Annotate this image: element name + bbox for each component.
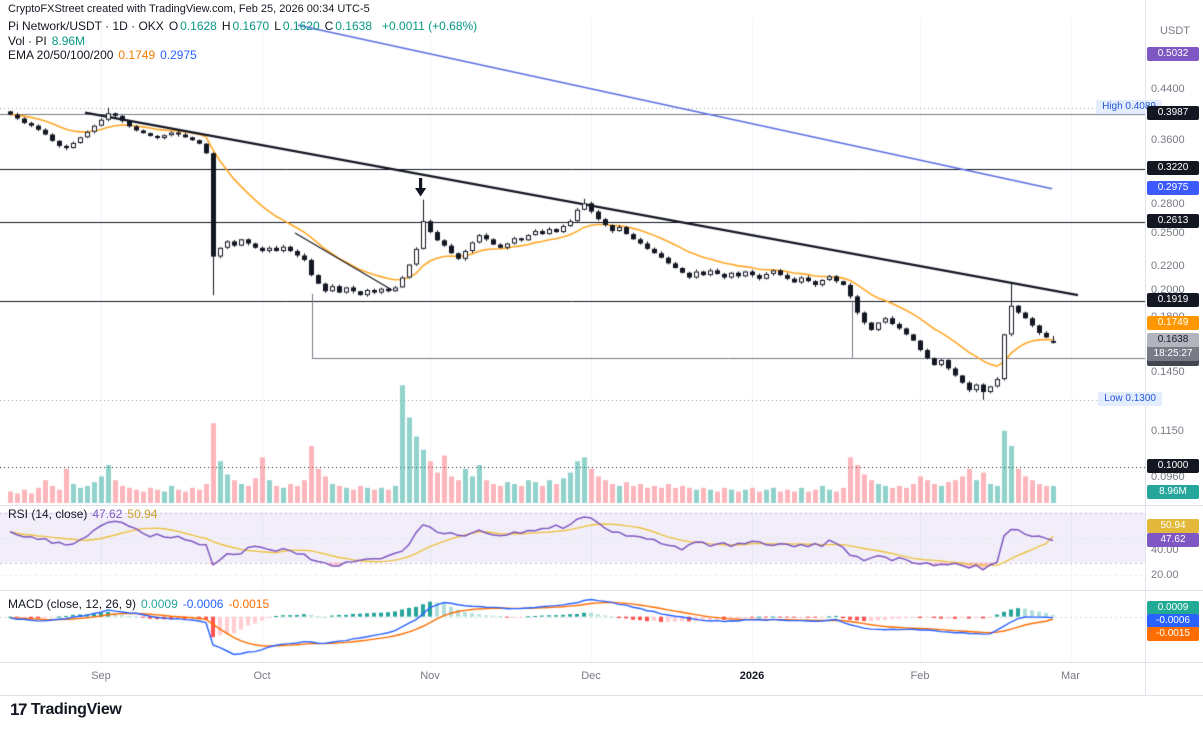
price-badge: 50.94 — [1147, 519, 1199, 533]
ema-legend-row: EMA 20/50/100/200 0.1749 0.2975 — [8, 48, 482, 63]
down-arrow-annotation[interactable] — [414, 177, 427, 202]
pane-separator-rsi[interactable] — [0, 505, 1203, 506]
high-price-badge: High 0.4089 — [1096, 99, 1162, 114]
ohlc-value: 0.1628 — [180, 19, 217, 33]
price-tick: 20.00 — [1151, 569, 1179, 581]
time-label-2026: 2026 — [739, 670, 765, 682]
volume-value: 8.96M — [51, 33, 86, 48]
time-label-mar: Mar — [1061, 670, 1080, 682]
price-tick: 0.2200 — [1151, 259, 1185, 272]
price-legend: Pi Network/USDT · 1D · OKX O 0.1628 H 0.1670… — [8, 19, 482, 63]
macd-value: -0.0015 — [228, 597, 270, 611]
price-badge: 0.1919 — [1147, 292, 1199, 307]
axis-currency-label: USDT — [1160, 25, 1190, 37]
price-tick: 0.0960 — [1151, 471, 1185, 484]
price-badge: -0.0006 — [1147, 614, 1199, 628]
last-price-badge: 0.1638 18:25:27 — [1147, 332, 1199, 361]
macd-legend: MACD (close, 12, 26, 9) 0.0009 -0.0006 -0.0… — [8, 597, 279, 612]
ohlc-label: O — [168, 19, 179, 33]
macd-value: 0.0009 — [141, 597, 178, 611]
time-label-oct: Oct — [253, 670, 271, 682]
ohlc-label: L — [274, 19, 281, 33]
price-badge: 0.2975 — [1147, 180, 1199, 195]
volume-legend-row: Vol · PI 8.96M — [8, 34, 482, 49]
ohlc-values: O 0.1628 H 0.1670 L 0.1620 C 0.1638 — [169, 19, 377, 33]
price-axis-separator — [1145, 0, 1146, 695]
ohlc-value: 0.1670 — [232, 19, 270, 33]
time-axis-separator — [0, 662, 1203, 663]
ohlc-label: H — [221, 19, 231, 33]
volume-legend-label[interactable]: Vol · PI — [8, 33, 47, 48]
price-badge: 0.1749 — [1147, 316, 1199, 331]
macd-legend-label[interactable]: MACD (close, 12, 26, 9) — [8, 597, 137, 611]
credit-text: CryptoFXStreet created with TradingView.… — [8, 3, 370, 15]
footer-separator — [0, 695, 1203, 696]
price-tick: 0.3600 — [1151, 134, 1185, 147]
ema-value: 0.2975 — [160, 48, 197, 62]
price-badge: 0.2613 — [1147, 213, 1199, 228]
price-badge: -0.0015 — [1147, 627, 1199, 641]
rsi-value: 47.62 — [92, 507, 123, 521]
time-label-feb: Feb — [910, 670, 930, 682]
last-price-value: 0.1638 — [1147, 332, 1199, 347]
ema-value: 0.1749 — [118, 48, 156, 62]
chart-canvas[interactable] — [0, 0, 1145, 695]
ema-legend-label[interactable]: EMA 20/50/100/200 — [8, 48, 114, 62]
price-tick: 0.1450 — [1151, 365, 1185, 378]
price-tick: 40.00 — [1151, 544, 1179, 556]
price-tick: 0.2500 — [1151, 227, 1185, 240]
down-arrow-icon — [414, 177, 426, 197]
macd-values: 0.0009 -0.0006 -0.0015 — [141, 597, 274, 611]
rsi-legend-label[interactable]: RSI (14, close) — [8, 507, 88, 521]
price-badge: 0.1000 — [1147, 458, 1199, 473]
pane-separator-macd[interactable] — [0, 590, 1203, 591]
rsi-values: 47.62 50.94 — [92, 507, 162, 521]
bar-countdown: 18:25:27 — [1147, 346, 1199, 361]
price-badge: 0.5032 — [1147, 46, 1199, 61]
rsi-legend: RSI (14, close) 47.62 50.94 — [8, 507, 167, 522]
price-badge: 47.62 — [1147, 533, 1199, 547]
time-label-sep: Sep — [91, 670, 111, 682]
footer: 17 TradingView — [10, 700, 122, 720]
time-label-nov: Nov — [420, 670, 440, 682]
time-label-dec: Dec — [581, 670, 601, 682]
price-badge: 0.3987 — [1147, 106, 1199, 121]
macd-legend-row: MACD (close, 12, 26, 9) 0.0009 -0.0006 -0.0… — [8, 597, 279, 612]
price-tick: 0.4400 — [1151, 83, 1185, 95]
ohlc-value: 0.1638 — [335, 19, 372, 33]
tradingview-logo-icon[interactable]: 17 — [10, 700, 27, 719]
price-badge: 8.96M — [1147, 485, 1199, 499]
price-tick: 0.2800 — [1151, 198, 1185, 211]
symbol-row: Pi Network/USDT · 1D · OKX O 0.1628 H 0.1670… — [8, 19, 482, 34]
macd-value: -0.0006 — [182, 597, 224, 611]
rsi-legend-row: RSI (14, close) 47.62 50.94 — [8, 507, 167, 522]
ema-values: 0.1749 0.2975 — [118, 48, 201, 62]
low-price-badge: Low 0.1300 — [1098, 391, 1162, 406]
price-tick: 0.1150 — [1151, 425, 1184, 438]
ohlc-label: C — [324, 19, 334, 33]
tradingview-wordmark[interactable]: TradingView — [30, 701, 122, 718]
symbol-title[interactable]: Pi Network/USDT · 1D · OKX — [8, 19, 164, 33]
rsi-value: 50.94 — [127, 507, 158, 521]
price-badge: 0.0009 — [1147, 601, 1199, 615]
ohlc-value: 0.1620 — [282, 19, 320, 33]
change-value: +0.0011 (+0.68%) — [382, 19, 478, 33]
price-badge: 0.3220 — [1147, 160, 1199, 175]
